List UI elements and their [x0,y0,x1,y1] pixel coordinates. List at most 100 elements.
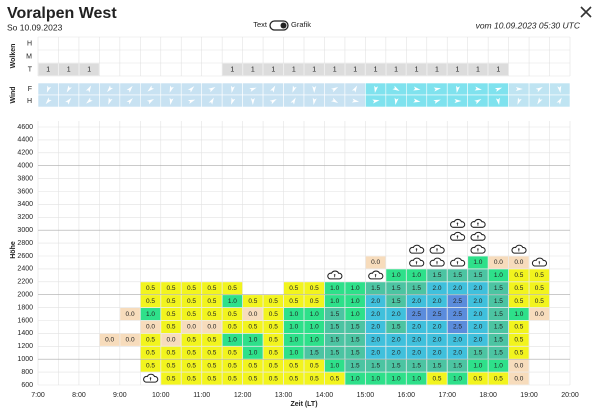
cell-value: 1.0 [351,298,360,305]
cell-value: 2.0 [473,311,482,318]
cell-value: 2.0 [432,337,441,344]
section-label: Wolken [10,44,17,69]
wind-arrow [535,87,543,93]
y-tick-label: 1200 [17,343,33,350]
cell-value: 0.5 [187,337,196,344]
axis-title: Höhe [10,241,17,259]
cell-value: 1.0 [412,375,421,382]
cell-value: 1.0 [310,324,319,331]
wind-arrow [270,85,276,93]
cell-value: 0.5 [146,362,155,369]
cloud-value: 1 [374,66,378,73]
cell-value: 1.0 [351,285,360,292]
cell-value: 0.5 [207,311,216,318]
forecast-cell [529,308,550,321]
forecast-cell [243,333,263,346]
cloud-cell [304,63,324,76]
cell-value: 1.0 [146,311,155,318]
cell-value: 0.5 [228,311,237,318]
cell-value: 0.0 [126,311,135,318]
cloud-icon [429,244,445,254]
forecast-cell [468,256,488,269]
forecast-cell [120,308,140,321]
close-button[interactable] [580,6,592,18]
forecast-cell [488,320,509,333]
wind-arrow [169,85,174,93]
cell-value: 0.5 [166,349,175,356]
cell-value: 0.5 [289,285,298,292]
forecast-cell [468,295,488,308]
y-tick-label: 4200 [17,150,33,157]
cell-value: 1.5 [494,349,503,356]
forecast-cell [468,308,488,321]
cell-value: 0.5 [187,375,196,382]
forecast-cell [509,256,529,269]
cloud-icon [511,244,527,254]
cell-value: 2.0 [432,324,441,331]
y-tick-label: 3800 [17,175,33,182]
forecast-cell [468,346,488,359]
cell-value: 0.5 [146,285,155,292]
cell-value: 0.0 [207,324,216,331]
cell-value: 1.5 [330,349,339,356]
wind-arrow [351,98,360,103]
cell-value: 1.0 [330,298,339,305]
toggle-label: Grafik [291,20,311,29]
forecast-cell [304,308,325,321]
cell-value: 1.5 [473,349,482,356]
cell-value: 0.5 [269,349,278,356]
cell-value: 0.5 [473,375,482,382]
cell-value: 0.5 [228,362,237,369]
cell-value: 0.5 [187,311,196,318]
forecast-cell [161,346,181,359]
forecast-cell [140,333,161,346]
forecast-cell [488,256,509,269]
y-tick-label: 3200 [17,214,33,221]
cell-value: 2.0 [432,349,441,356]
forecast-cell [468,282,488,295]
cloud-value: 1 [333,66,337,73]
forecast-cell [386,308,406,321]
cloud-icon [450,218,466,228]
forecast-cell [222,282,243,295]
forecast-cell [488,372,509,385]
cloud-cell [488,63,509,76]
cell-value: 2.0 [473,337,482,344]
forecast-cell [161,320,181,333]
forecast-cell [488,359,509,372]
cell-value: 0.5 [514,285,523,292]
forecast-cell [447,282,468,295]
cell-value: 2.0 [412,298,421,305]
forecast-cell [509,308,529,321]
forecast-cell [222,359,243,372]
forecast-cell [365,282,386,295]
cell-value: 2.5 [453,324,462,331]
forecast-cell [202,282,222,295]
cloud-icon [450,231,466,241]
cloud-icon [327,270,343,280]
forecast-cell [120,333,140,346]
x-tick-label: 18:00 [479,392,497,399]
cell-value: 1.0 [310,311,319,318]
forecast-cell [386,333,406,346]
x-tick-label: 12:00 [234,392,252,399]
cloud-value: 1 [67,66,71,73]
forecast-cell [304,359,325,372]
forecast-cell [263,295,284,308]
forecast-cell [202,320,222,333]
toggle-switch[interactable] [269,20,289,31]
cell-value: 0.5 [207,337,216,344]
forecast-cell [283,372,304,385]
cloud-value: 1 [46,66,50,73]
x-tick-label: 7:00 [31,392,45,399]
forecast-cell [447,320,468,333]
cell-value: 1.0 [473,259,482,266]
forecast-cell [263,308,284,321]
cell-value: 1.5 [392,362,401,369]
forecast-cell [304,346,325,359]
cloud-cell [79,63,99,76]
cell-value: 0.5 [207,362,216,369]
cell-value: 2.0 [392,337,401,344]
cell-value: 0.5 [187,362,196,369]
forecast-cell [181,320,202,333]
